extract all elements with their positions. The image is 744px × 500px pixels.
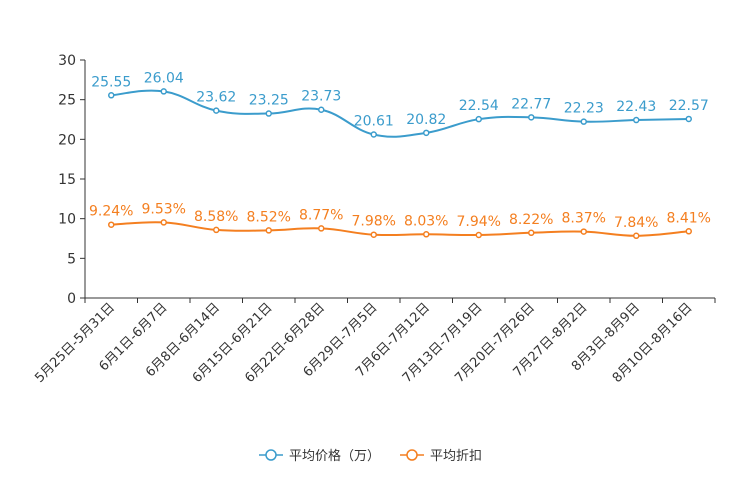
data-point: [318, 225, 325, 232]
legend-marker-1: [406, 449, 418, 461]
data-label: 9.24%: [89, 204, 133, 220]
legend-marker-0: [265, 449, 277, 461]
data-label: 20.61: [354, 113, 394, 129]
data-label: 9.53%: [142, 201, 186, 217]
y-tick-label: 30: [58, 53, 76, 69]
data-point: [318, 106, 325, 113]
data-point: [423, 231, 430, 238]
data-point: [265, 110, 272, 117]
data-point: [475, 231, 482, 239]
data-point: [265, 227, 272, 234]
data-label: 23.73: [301, 89, 341, 105]
data-label: 8.03%: [404, 213, 448, 229]
data-label: 8.58%: [194, 209, 238, 225]
data-label: 22.43: [616, 99, 656, 115]
data-label: 8.37%: [562, 211, 606, 227]
data-point: [160, 219, 167, 226]
data-point: [213, 107, 220, 114]
data-label: 7.84%: [614, 215, 658, 231]
y-tick-label: 5: [67, 251, 76, 267]
data-label: 20.82: [406, 112, 446, 128]
data-point: [580, 118, 587, 125]
data-label: 22.77: [511, 96, 551, 112]
data-point: [108, 92, 115, 99]
series-line-1: [111, 221, 689, 237]
data-point: [633, 232, 640, 240]
data-point: [633, 116, 640, 124]
data-label: 8.22%: [509, 212, 553, 228]
y-tick-label: 0: [67, 291, 76, 307]
data-label: 25.55: [91, 74, 131, 90]
data-point: [580, 228, 587, 235]
series-line-0: [111, 89, 689, 138]
data-point: [475, 115, 482, 123]
data-label: 8.77%: [299, 207, 343, 223]
y-tick-label: 15: [58, 172, 76, 188]
data-point: [213, 226, 220, 234]
data-label: 22.54: [459, 98, 499, 114]
data-label: 22.57: [669, 98, 709, 114]
data-label: 7.94%: [457, 214, 501, 230]
y-tick-label: 20: [58, 132, 76, 148]
y-tick-label: 25: [58, 93, 76, 109]
data-label: 8.52%: [247, 209, 291, 225]
data-point: [528, 229, 535, 237]
data-label: 7.98%: [352, 214, 396, 230]
data-point: [528, 114, 535, 121]
data-point: [108, 221, 115, 228]
data-label: 22.23: [564, 101, 604, 117]
legend-label-1: 平均折扣: [430, 449, 482, 464]
data-label: 26.04: [144, 70, 184, 86]
data-point: [685, 228, 692, 235]
data-label: 8.41%: [667, 210, 711, 226]
data-point: [685, 115, 692, 123]
data-point: [370, 131, 377, 138]
legend-label-0: 平均价格（万）: [289, 448, 380, 464]
y-tick-label: 10: [58, 212, 76, 228]
data-point: [160, 88, 167, 95]
data-point: [370, 231, 377, 238]
data-label: 23.62: [196, 90, 236, 106]
data-label: 23.25: [249, 93, 289, 109]
data-point: [423, 129, 430, 137]
